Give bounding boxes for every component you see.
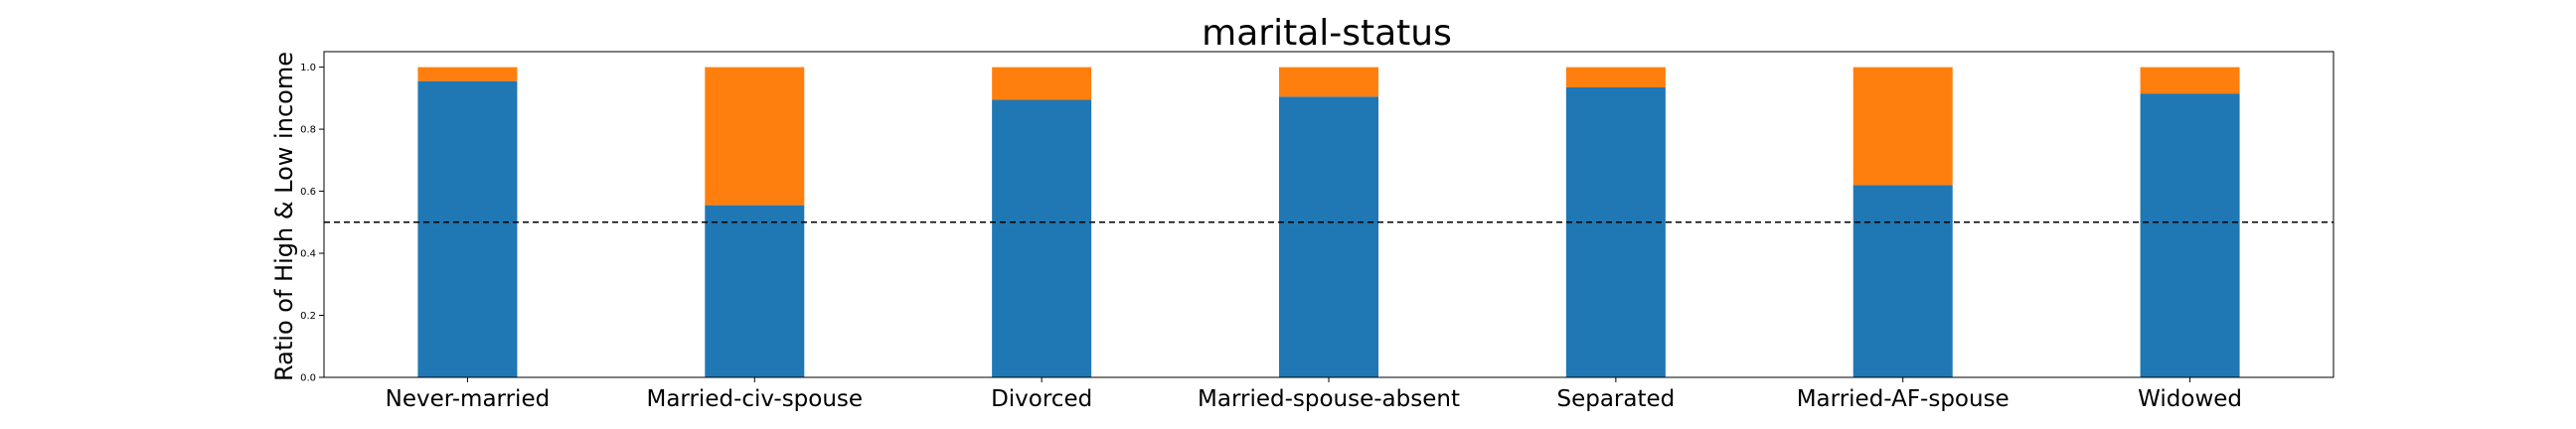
plot-frame <box>323 51 2334 378</box>
y-tick-label: 0.2 <box>300 311 316 322</box>
x-tick-label: Married-spouse-absent <box>1198 386 1460 412</box>
y-tick-label: 0.8 <box>300 125 316 136</box>
bar-segment-0 <box>705 205 805 377</box>
y-tick-label: 1.0 <box>300 63 316 73</box>
y-tick-label: 0.4 <box>300 249 316 260</box>
bar-segment-1 <box>992 67 1092 100</box>
bar-segment-0 <box>417 80 518 377</box>
x-tick-label: Widowed <box>2138 386 2242 412</box>
bar-segment-1 <box>705 67 805 206</box>
bar-segment-0 <box>1565 86 1666 377</box>
bar-segment-1 <box>1852 67 1953 186</box>
bar-segment-0 <box>1279 96 1378 378</box>
bar-segment-1 <box>2140 67 2240 94</box>
bar-segment-0 <box>2140 93 2240 378</box>
y-tick-label: 0.6 <box>300 187 316 198</box>
bar-segment-0 <box>1852 185 1953 377</box>
x-tick-label: Divorced <box>991 386 1092 412</box>
x-tick-label: Married-civ-spouse <box>646 386 863 412</box>
x-tick-label: Married-AF-spouse <box>1797 386 2010 412</box>
bar-segment-1 <box>1279 67 1378 97</box>
x-tick-label: Separated <box>1556 386 1675 412</box>
bar-segment-0 <box>992 99 1092 378</box>
y-axis-label: Ratio of High & Low income <box>270 52 298 381</box>
chart-title: marital-status <box>1202 13 1452 54</box>
bar-segment-1 <box>417 67 518 81</box>
plot-area: Never-married Married-civ-spouse Divorced M… <box>300 51 2334 412</box>
bar-segment-1 <box>1565 67 1666 87</box>
y-tick-label: 0.0 <box>300 373 316 384</box>
x-tick-label: Never-married <box>386 386 551 412</box>
